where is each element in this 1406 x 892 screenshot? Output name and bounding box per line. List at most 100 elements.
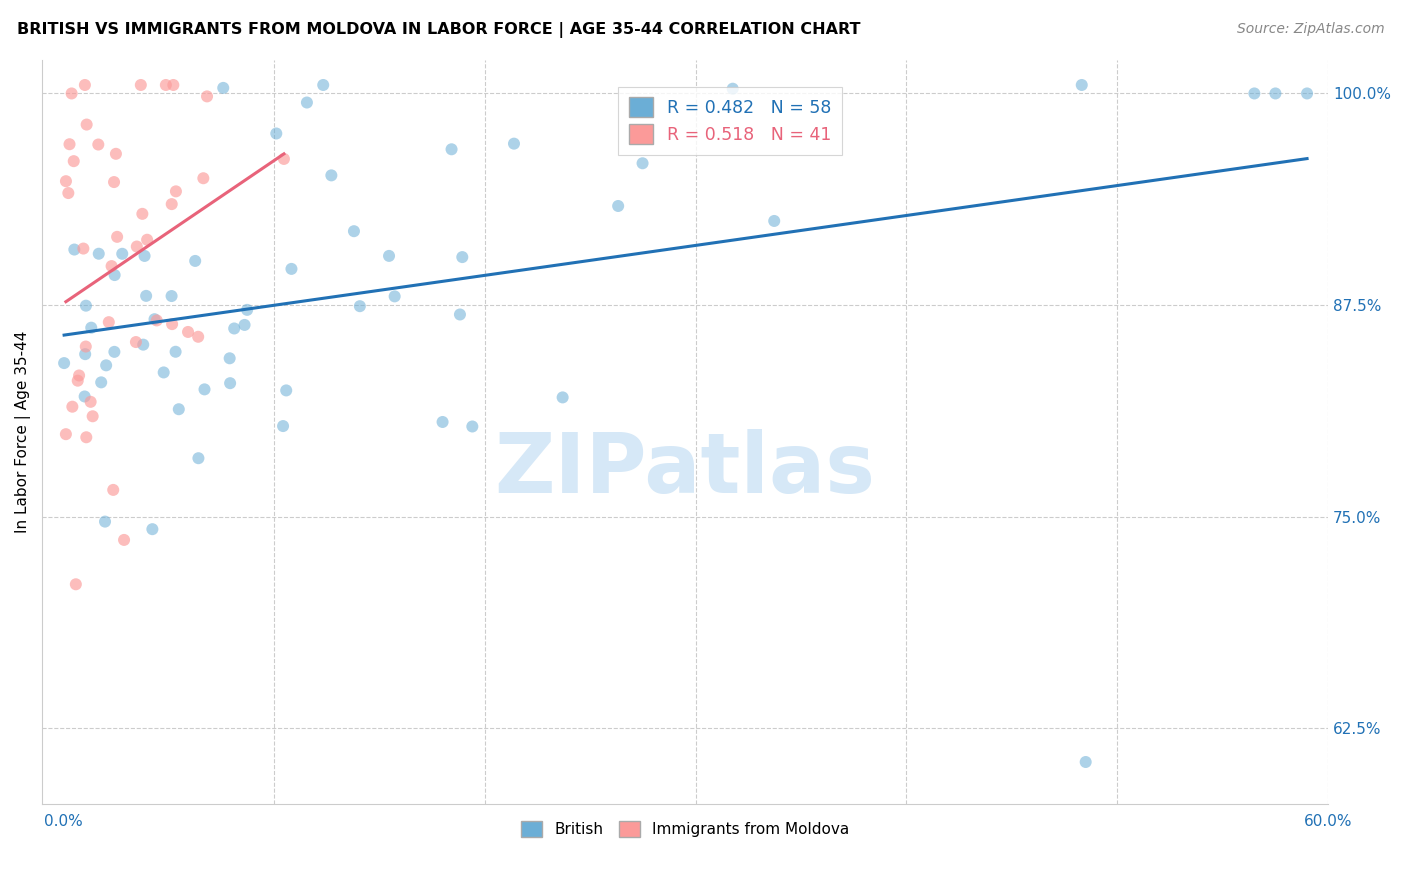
Point: [87, 137, 110, 152]
Point: [607, 199, 630, 213]
Point: [75, 299, 97, 313]
Point: [160, 197, 183, 211]
Point: [75, 339, 97, 353]
Point: [125, 239, 148, 253]
Point: [72, 242, 94, 256]
Point: [104, 146, 127, 161]
Point: [60, 400, 83, 414]
Text: Source: ZipAtlas.com: Source: ZipAtlas.com: [1237, 22, 1385, 37]
Point: [321, 169, 343, 183]
Point: [82, 409, 104, 424]
Point: [631, 156, 654, 170]
Point: [167, 402, 190, 417]
Point: [136, 233, 159, 247]
Point: [135, 289, 157, 303]
Point: [503, 136, 526, 151]
Point: [132, 337, 155, 351]
Point: [105, 230, 128, 244]
Point: [58, 137, 80, 152]
Point: [343, 224, 366, 238]
Point: [55, 174, 77, 188]
Point: [145, 313, 167, 327]
Y-axis label: In Labor Force | Age 35-44: In Labor Force | Age 35-44: [15, 331, 31, 533]
Point: [165, 185, 187, 199]
Point: [461, 419, 484, 434]
Point: [384, 289, 406, 303]
Point: [165, 344, 187, 359]
Point: [266, 127, 288, 141]
Point: [276, 384, 298, 398]
Point: [721, 81, 744, 95]
Legend: British, Immigrants from Moldova: British, Immigrants from Moldova: [513, 814, 858, 845]
Point: [75, 347, 97, 361]
Point: [218, 351, 240, 366]
Point: [273, 152, 295, 166]
Point: [177, 325, 200, 339]
Point: [440, 142, 463, 156]
Point: [152, 366, 174, 380]
Point: [141, 522, 163, 536]
Point: [134, 249, 156, 263]
Point: [551, 391, 574, 405]
Point: [224, 321, 246, 335]
Point: [96, 359, 118, 373]
Point: [187, 451, 209, 466]
Point: [100, 259, 122, 273]
Point: [271, 419, 294, 434]
Point: [79, 394, 101, 409]
Point: [763, 214, 786, 228]
Point: [219, 376, 242, 391]
Point: [187, 330, 209, 344]
Point: [97, 315, 120, 329]
Point: [63, 243, 86, 257]
Point: [1264, 87, 1286, 101]
Point: [349, 299, 371, 313]
Point: [75, 430, 97, 444]
Point: [129, 78, 152, 92]
Point: [143, 312, 166, 326]
Point: [125, 334, 148, 349]
Point: [432, 415, 454, 429]
Point: [94, 515, 117, 529]
Point: [53, 356, 76, 370]
Point: [55, 427, 77, 442]
Point: [65, 577, 87, 591]
Point: [193, 383, 215, 397]
Point: [280, 261, 302, 276]
Point: [162, 78, 184, 92]
Point: [236, 302, 259, 317]
Point: [60, 87, 83, 101]
Point: [103, 175, 125, 189]
Point: [131, 207, 153, 221]
Point: [90, 376, 112, 390]
Point: [58, 186, 80, 200]
Point: [66, 374, 89, 388]
Point: [76, 118, 98, 132]
Point: [67, 368, 90, 383]
Point: [160, 317, 183, 331]
Point: [449, 308, 471, 322]
Point: [112, 533, 135, 547]
Point: [103, 483, 125, 497]
Point: [80, 320, 103, 334]
Point: [1074, 755, 1097, 769]
Point: [160, 289, 183, 303]
Point: [87, 246, 110, 260]
Point: [73, 389, 96, 403]
Point: [73, 78, 96, 92]
Text: BRITISH VS IMMIGRANTS FROM MOLDOVA IN LABOR FORCE | AGE 35-44 CORRELATION CHART: BRITISH VS IMMIGRANTS FROM MOLDOVA IN LA…: [17, 22, 860, 38]
Point: [195, 89, 218, 103]
Point: [1296, 87, 1319, 101]
Point: [378, 249, 401, 263]
Point: [103, 344, 125, 359]
Text: ZIPatlas: ZIPatlas: [495, 429, 876, 509]
Point: [451, 250, 474, 264]
Point: [62, 154, 84, 169]
Point: [104, 268, 127, 282]
Point: [1070, 78, 1092, 92]
Point: [212, 81, 235, 95]
Point: [312, 78, 335, 92]
Point: [111, 247, 134, 261]
Point: [233, 318, 256, 332]
Point: [193, 171, 215, 186]
